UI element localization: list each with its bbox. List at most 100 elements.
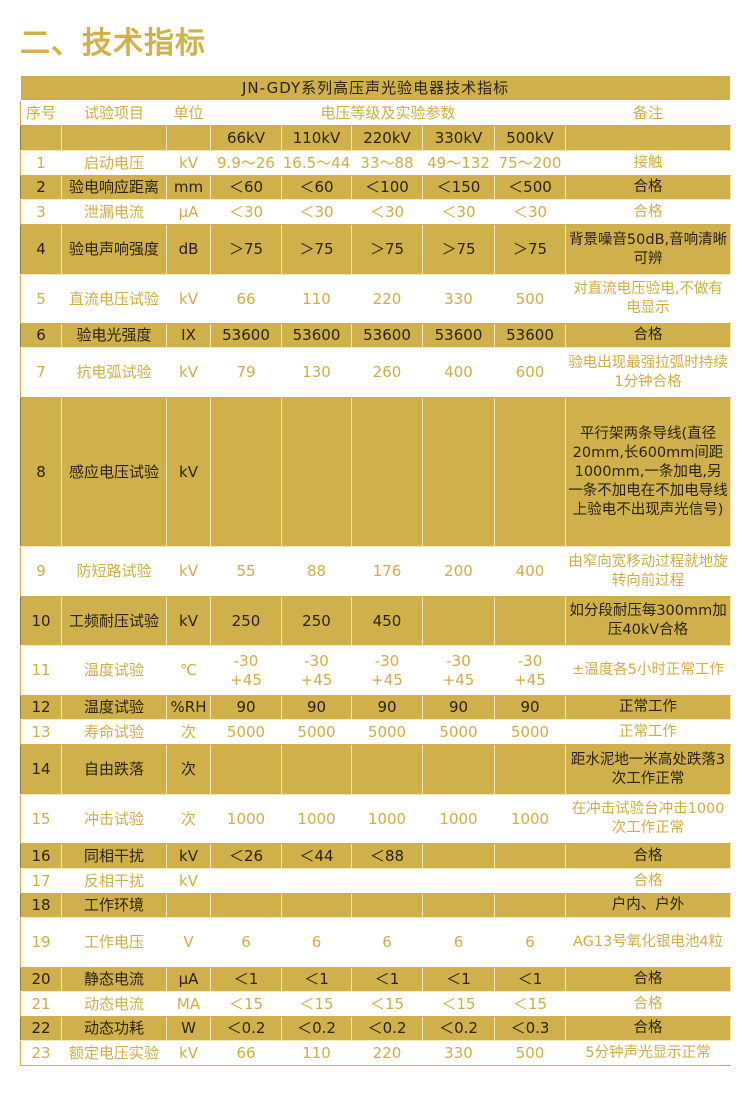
param-value: ＜60 xyxy=(210,175,282,200)
param-value: 330 xyxy=(422,1040,495,1066)
param-value xyxy=(351,397,423,547)
param-value xyxy=(210,397,282,547)
blank-cell xyxy=(564,125,732,151)
param-value: 88 xyxy=(281,546,352,597)
param-value: 5000 xyxy=(422,719,495,745)
unit: μA xyxy=(166,967,211,992)
param-value xyxy=(494,397,566,547)
param-value: 6 xyxy=(494,917,566,968)
table-row: 8 感应电压试验 kV 平行架两条导线(直径20mm,长600mm间距1000mm,一… xyxy=(20,397,732,547)
test-item: 防短路试验 xyxy=(61,546,167,597)
table-row: 19 工作电压 V 6 6 6 6 6 AG13号氧化银电池4粒 xyxy=(20,917,732,968)
param-value: 53600 xyxy=(494,323,566,348)
unit: 次 xyxy=(166,794,211,844)
param-value: ＜15 xyxy=(351,991,423,1017)
test-item: 同相干扰 xyxy=(61,843,167,869)
param-value: 130 xyxy=(281,347,352,398)
row-number: 16 xyxy=(20,843,62,869)
test-item: 静态电流 xyxy=(61,967,167,992)
row-number: 20 xyxy=(20,967,62,992)
param-value: 1000 xyxy=(422,794,495,844)
note: 对直流电压验电,不做有电显示 xyxy=(564,274,732,324)
unit: kV xyxy=(166,347,211,398)
test-item: 工作电压 xyxy=(61,917,167,968)
param-value: ＜15 xyxy=(422,991,495,1017)
param-value xyxy=(351,893,423,918)
test-item: 温度试验 xyxy=(61,695,167,720)
note: 验电出现最强拉弧时持续1分钟合格 xyxy=(564,347,732,398)
unit: 次 xyxy=(166,744,211,795)
param-value: ＞75 xyxy=(351,224,423,275)
header-no: 序号 xyxy=(20,100,62,126)
param-value: -30 +45 xyxy=(494,645,566,696)
unit: kV xyxy=(166,274,211,324)
note: 合格 xyxy=(564,323,732,348)
unit: kV xyxy=(166,868,211,894)
param-value xyxy=(351,868,423,894)
param-value: ＜1 xyxy=(494,967,566,992)
test-item: 工频耐压试验 xyxy=(61,596,167,646)
param-value: ＜44 xyxy=(281,843,352,869)
note: 在冲击试验台冲击1000次工作正常 xyxy=(564,794,732,844)
row-number: 3 xyxy=(20,199,62,225)
row-number: 2 xyxy=(20,175,62,200)
voltage-header: 66kV xyxy=(210,125,282,151)
row-number: 17 xyxy=(20,868,62,894)
param-value: ＜15 xyxy=(210,991,282,1017)
note: ±温度各5小时正常工作 xyxy=(564,645,732,696)
note: 合格 xyxy=(564,1016,732,1041)
param-value: 220 xyxy=(351,274,423,324)
param-value: 53600 xyxy=(422,323,495,348)
table-row: 13 寿命试验次 5000 5000 5000 5000 5000 正常工作 xyxy=(20,719,732,745)
param-value xyxy=(210,868,282,894)
param-value: ＜100 xyxy=(351,175,423,200)
test-item: 直流电压试验 xyxy=(61,274,167,324)
param-value: -30 +45 xyxy=(210,645,282,696)
table-row: 5 直流电压试验 kV 66 110 220 330 500 对直流电压验电,不做有电显示 xyxy=(20,274,732,324)
note: 合格 xyxy=(564,991,732,1017)
table-row: 14 自由跌落次 距水泥地一米高处跌落3次工作正常 xyxy=(20,744,732,795)
param-value: 1000 xyxy=(210,794,282,844)
param-value: ＜0.2 xyxy=(281,1016,352,1041)
table-title: JN-GDY系列高压声光验电器技术指标 xyxy=(19,75,732,101)
param-value: ＞75 xyxy=(281,224,352,275)
param-value xyxy=(281,893,352,918)
param-value: ＜0.2 xyxy=(210,1016,282,1041)
table-row: 9 防短路试验 kV 55 88 176 200 400 由窄向宽移动过程就地旋转向前过程 xyxy=(20,546,732,597)
param-value xyxy=(422,843,495,869)
param-value xyxy=(210,893,282,918)
note: 合格 xyxy=(564,868,732,894)
param-value: 66 xyxy=(210,274,282,324)
param-value xyxy=(494,893,566,918)
header-item: 试验项目 xyxy=(61,100,167,126)
param-value: 53600 xyxy=(210,323,282,348)
param-value: 6 xyxy=(422,917,495,968)
param-value: 33～88 xyxy=(351,150,423,176)
unit: MA xyxy=(166,991,211,1017)
note: 接触 xyxy=(564,150,732,176)
unit: kV xyxy=(166,1040,211,1066)
unit: ℃ xyxy=(166,645,211,696)
table-row: 23 额定电压实验 kV 66 110 220 330 500 5分钟声光显示正常 xyxy=(20,1040,732,1066)
row-number: 5 xyxy=(20,274,62,324)
param-value: ＜1 xyxy=(422,967,495,992)
row-number: 15 xyxy=(20,794,62,844)
test-item: 验电声响强度 xyxy=(61,224,167,275)
param-value xyxy=(422,893,495,918)
param-value: ＜30 xyxy=(422,199,495,225)
row-number: 11 xyxy=(20,645,62,696)
row-number: 22 xyxy=(20,1016,62,1041)
unit: kV xyxy=(166,397,211,547)
param-value: 220 xyxy=(351,1040,423,1066)
header-note: 备注 xyxy=(564,100,732,126)
row-number: 10 xyxy=(20,596,62,646)
voltage-header: 330kV xyxy=(422,125,495,151)
row-number: 21 xyxy=(20,991,62,1017)
unit: W xyxy=(166,1016,211,1041)
test-item: 冲击试验 xyxy=(61,794,167,844)
param-value: 1000 xyxy=(494,794,566,844)
param-value: 5000 xyxy=(281,719,352,745)
note: 合格 xyxy=(564,843,732,869)
table-row: 21 动态电流 MA ＜15 ＜15 ＜15 ＜15 ＜15 合格 xyxy=(20,991,732,1017)
row-number: 9 xyxy=(20,546,62,597)
